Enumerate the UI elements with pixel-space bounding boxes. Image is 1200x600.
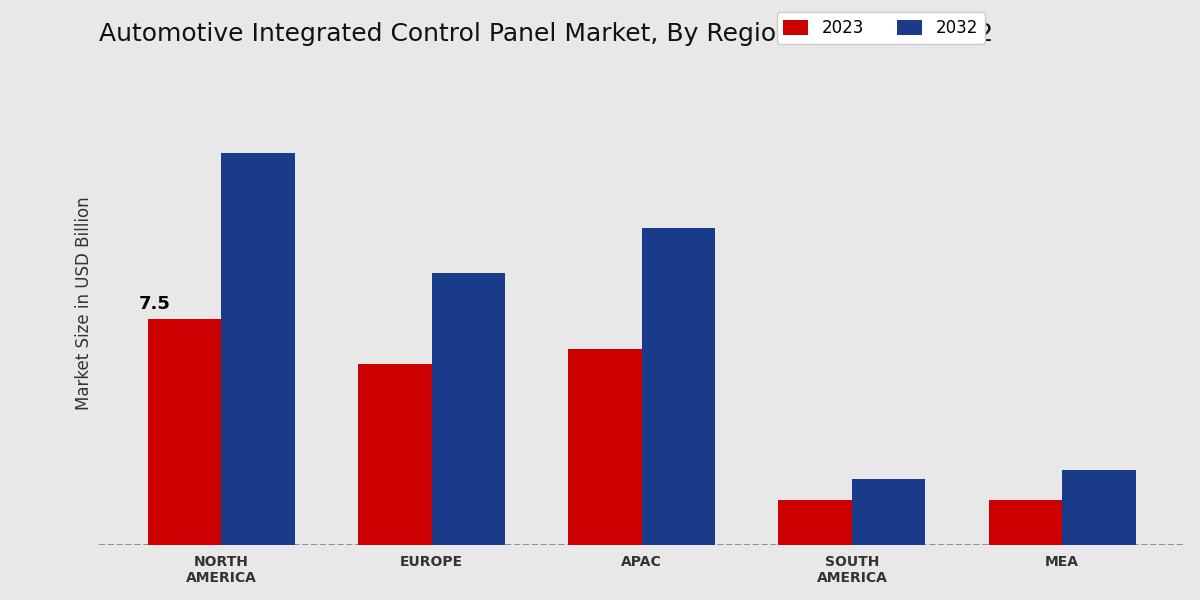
Bar bbox=[358, 364, 432, 545]
Bar bbox=[222, 152, 295, 545]
Bar bbox=[569, 349, 642, 545]
Bar bbox=[148, 319, 222, 545]
Bar bbox=[432, 274, 505, 545]
Text: Automotive Integrated Control Panel Market, By Regional, 2023 & 2032: Automotive Integrated Control Panel Mark… bbox=[98, 22, 992, 46]
Bar bbox=[852, 479, 925, 545]
Text: 7.5: 7.5 bbox=[138, 295, 170, 313]
Legend: 2023, 2032: 2023, 2032 bbox=[776, 13, 985, 44]
Y-axis label: Market Size in USD Billion: Market Size in USD Billion bbox=[74, 197, 92, 410]
Bar bbox=[642, 228, 715, 545]
Bar bbox=[779, 500, 852, 545]
Bar bbox=[1062, 470, 1135, 545]
Bar bbox=[989, 500, 1062, 545]
